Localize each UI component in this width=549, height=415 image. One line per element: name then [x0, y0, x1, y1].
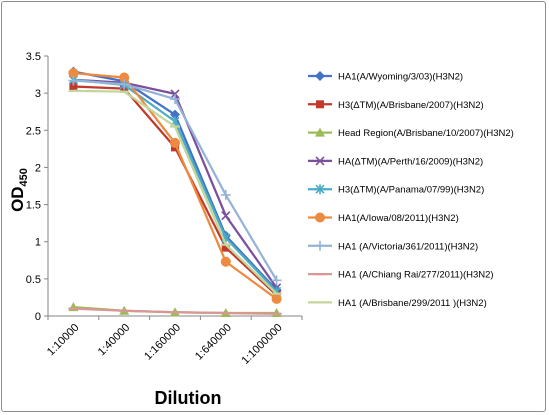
legend-swatch-marker: [316, 100, 324, 109]
legend-label: HA1(A/Iowa/08/2011)(H3N2): [338, 213, 459, 224]
legend-item: H3(ΔTM)(A/Panama/07/99)(H3N2): [308, 184, 484, 196]
series-8: [68, 307, 282, 315]
legend-label: HA(ΔTM)(A/Perth/16/2009)(H3N2): [338, 156, 483, 167]
x-axis-ticks: 1:10000 1:40000 1:160000 1:640000 1:1000000: [45, 316, 303, 367]
data-point: [220, 256, 231, 267]
chart-legend: HA1(A/Wyoming/3/03)(H3N2) H3(ΔTM)(A/Brisb…: [308, 71, 514, 309]
y-axis-title: OD450: [8, 168, 30, 212]
data-point: [170, 109, 180, 120]
legend-label: HA1 (A/Brisbane/299/2011 )(H3N2): [338, 298, 487, 309]
y-axis-title-subscript: 450: [18, 168, 30, 186]
x-tick-label: 1:160000: [142, 322, 183, 363]
legend-item: HA(ΔTM)(A/Perth/16/2009)(H3N2): [308, 156, 483, 167]
data-point: [221, 211, 231, 221]
y-tick-label: 0: [35, 311, 41, 323]
x-tick-label: 1:640000: [193, 322, 234, 363]
legend-item: HA1(A/Iowa/08/2011)(H3N2): [308, 212, 459, 224]
y-tick-label: 0.5: [26, 274, 41, 286]
legend-swatch-marker: [315, 184, 325, 195]
x-tick-label: 1:10000: [45, 322, 82, 359]
legend-label: H3(ΔTM)(A/Panama/07/99)(H3N2): [338, 185, 484, 196]
legend-swatch-marker: [315, 71, 325, 81]
y-tick-label: 1.5: [26, 200, 41, 212]
legend-label: HA1(A/Wyoming/3/03)(H3N2): [338, 72, 463, 83]
legend-swatch-marker: [315, 212, 325, 223]
series-9: [68, 89, 282, 295]
legend-label: H3(ΔTM)(A/Brisbane/2007)(H3N2): [338, 100, 484, 111]
legend-item: Head Region(A/Brisbane/10/2007)(H3N2): [308, 127, 514, 139]
series-layer: [68, 66, 282, 318]
y-tick-label: 3.5: [26, 51, 41, 63]
legend-label: HA1 (A/Victoria/361/2011)(H3N2): [338, 241, 478, 252]
x-tick-label: 1:40000: [96, 322, 133, 359]
y-tick-label: 3: [35, 88, 41, 100]
y-axis-title-main: OD: [8, 186, 27, 212]
series-6: [68, 68, 282, 304]
legend-item: HA1(A/Wyoming/3/03)(H3N2): [308, 71, 463, 83]
data-point: [69, 82, 78, 91]
legend-swatch-marker: [315, 156, 325, 166]
data-point: [68, 75, 79, 86]
data-point: [271, 293, 282, 304]
data-point: [170, 89, 180, 99]
legend-swatch-marker: [315, 127, 325, 137]
series-line: [73, 70, 278, 291]
legend-label: Head Region(A/Brisbane/10/2007)(H3N2): [338, 128, 514, 139]
x-axis-title: Dilution: [155, 388, 222, 408]
series-5: [68, 74, 282, 297]
data-point: [68, 68, 79, 79]
data-point: [221, 243, 230, 252]
data-point: [271, 275, 282, 286]
x-tick-label: 1:1000000: [239, 322, 284, 367]
data-point: [220, 189, 231, 200]
legend-item: HA1 (A/Brisbane/299/2011 )(H3N2): [308, 298, 487, 309]
legend-swatch-marker: [315, 240, 325, 251]
legend-label: HA1 (A/Chiang Rai/277/2011)(H3N2): [338, 270, 494, 281]
legend-item: HA1 (A/Victoria/361/2011)(H3N2): [308, 240, 478, 252]
legend-item: H3(ΔTM)(A/Brisbane/2007)(H3N2): [308, 100, 484, 111]
y-tick-label: 1: [35, 237, 41, 249]
data-point: [170, 94, 180, 105]
data-point: [170, 137, 180, 148]
y-axis-ticks: 0 0.5 1 1.5 2 2.5 3 3.5: [26, 51, 48, 323]
data-point: [119, 79, 130, 90]
data-point: [119, 72, 130, 83]
y-tick-label: 2: [35, 162, 41, 174]
legend-item: HA1 (A/Chiang Rai/277/2011)(H3N2): [308, 270, 494, 281]
series-7: [68, 75, 282, 286]
y-tick-label: 2.5: [26, 125, 41, 137]
